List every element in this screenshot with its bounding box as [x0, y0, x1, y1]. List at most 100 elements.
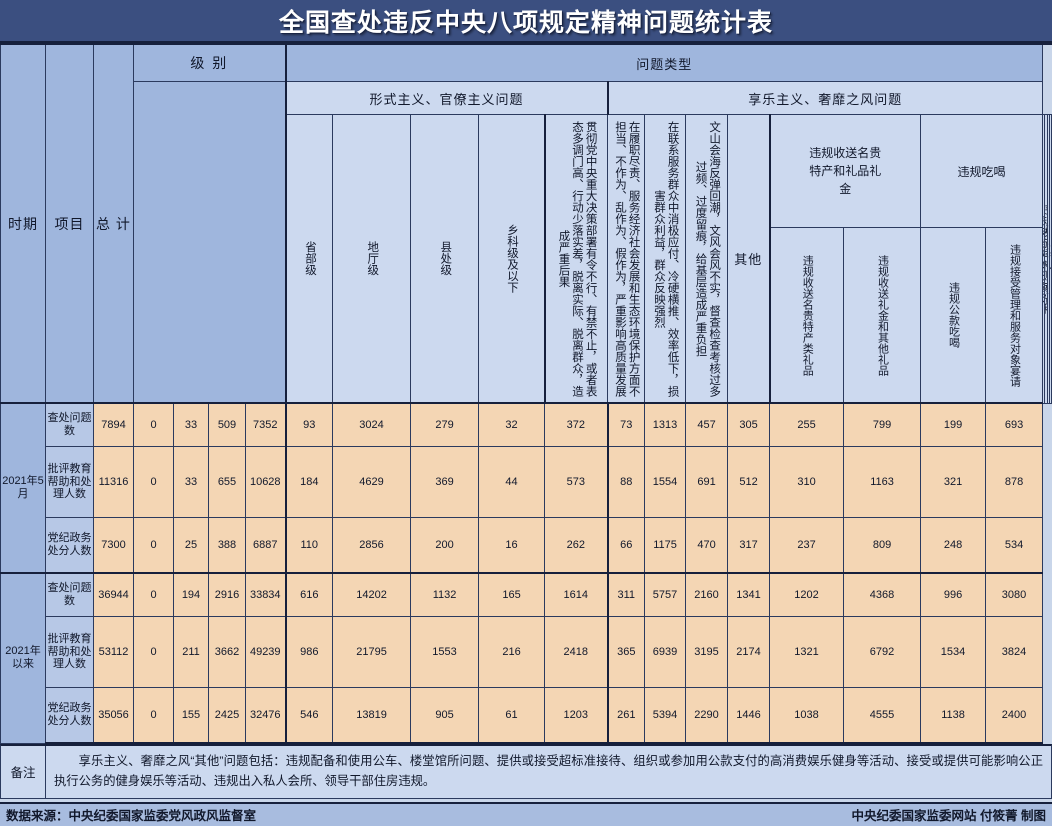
- header-formalism-col-3-label: 在联系服务群众中消极应付、冷硬横推、效率低下，损害群众利益，群众反映强烈: [653, 120, 679, 397]
- remark-label: 备注: [1, 746, 46, 798]
- cell-level-diting: 25: [173, 517, 209, 574]
- cell-eat-public: 3195: [685, 616, 729, 688]
- cell-subsidy: 1163: [843, 446, 922, 518]
- cell-formalism-1: 546: [284, 687, 334, 744]
- cell-hedonism-other: 2400: [985, 687, 1044, 744]
- cell-wedding: 1038: [769, 687, 845, 744]
- cell-level-sheng: 0: [133, 402, 174, 447]
- cell-gift-famous: 88: [606, 446, 646, 518]
- cell-gift-famous: 66: [606, 517, 646, 574]
- cell-level-xiangke: 32476: [244, 687, 287, 744]
- cell-wedding: 237: [769, 517, 845, 574]
- header-level-diting-label: 地厅级: [366, 241, 379, 276]
- header-formalism-col-2: 在履职尽责、服务经济社会发展和生态环境保护方面不担当、不作为、乱作为、假作为，严…: [607, 114, 646, 404]
- cell-gift-famous: 73: [606, 402, 646, 447]
- header-eat-public-label: 违规公款吃喝: [947, 282, 960, 348]
- cell-level-xiangke: 7352: [244, 402, 287, 447]
- cell-formalism-3: 1132: [410, 572, 480, 617]
- header-period-label: 时期: [8, 215, 38, 232]
- page-title-bar: 全国查处违反中央八项规定精神问题统计表: [0, 0, 1052, 43]
- cell-travel: 248: [920, 517, 987, 574]
- table-row: 批评教育帮助和处理人数 11316 0 33 655 10628 184 462…: [1, 446, 1052, 518]
- cell-level-xianchu: 655: [208, 446, 246, 518]
- cell-formalism-4: 32: [478, 402, 546, 447]
- header-hedonism-group: 享乐主义、奢靡之风问题: [606, 81, 1044, 115]
- cell-eat-banquet: 305: [727, 402, 771, 447]
- cell-formalism-3: 200: [410, 517, 480, 574]
- cell-eat-banquet: 1446: [727, 687, 771, 744]
- cell-travel: 996: [920, 572, 987, 617]
- cell-formalism-3: 279: [410, 402, 480, 447]
- cell-gift-money: 6939: [644, 616, 687, 688]
- cell-subsidy: 4368: [843, 572, 922, 617]
- cell-total: 36944: [93, 572, 134, 617]
- cell-gift-famous: 311: [606, 572, 646, 617]
- cell-wedding: 1321: [769, 616, 845, 688]
- cell-level-xianchu: 3662: [208, 616, 246, 688]
- row-period-2021-ytd: 2021年以来: [0, 572, 46, 744]
- cell-eat-public: 470: [685, 517, 729, 574]
- cell-formalism-4: 16: [478, 517, 546, 574]
- header-eat-banquet: 违规接受管理和服务对象宴请: [985, 227, 1044, 404]
- table-row: 党纪政务处分人数 7300 0 25 388 6887 110 2856 200…: [1, 517, 1052, 574]
- header-gift-famous-label: 违规收送名贵特产类礼品: [801, 254, 814, 376]
- header-row-group2: 形式主义、官僚主义问题 享乐主义、奢靡之风问题: [1, 81, 1052, 404]
- cell-wedding: 255: [769, 402, 845, 447]
- row-label: 查处问题数: [45, 572, 94, 617]
- table-row: 党纪政务处分人数 35056 0 155 2425 32476 546 1381…: [1, 687, 1052, 744]
- cell-gift-money: 5757: [644, 572, 687, 617]
- header-formalism-col-other-label: 其他: [734, 252, 763, 267]
- header-project: 项目: [45, 43, 94, 404]
- header-problem-type-group: 问题类型: [284, 43, 1044, 82]
- header-problem-type-label: 问题类型: [636, 56, 693, 72]
- cell-level-xianchu: 2916: [208, 572, 246, 617]
- cell-gift-money: 5394: [644, 687, 687, 744]
- row-period-2021-05: 2021年5月: [0, 402, 46, 574]
- cell-formalism-4: 61: [478, 687, 546, 744]
- header-level-diting: 地厅级: [332, 114, 412, 404]
- cell-level-diting: 194: [173, 572, 209, 617]
- header-level-sheng-label: 省部级: [304, 241, 317, 276]
- cell-formalism-other: 1203: [544, 687, 609, 744]
- cell-total: 11316: [93, 446, 134, 518]
- remark-text: 享乐主义、奢靡之风“其他”问题包括：违规配备和使用公车、楼堂馆所问题、提供或接受…: [54, 754, 1043, 789]
- remark-row: 备注 享乐主义、奢靡之风“其他”问题包括：违规配备和使用公车、楼堂馆所问题、提供…: [0, 744, 1052, 799]
- cell-formalism-1: 110: [284, 517, 334, 574]
- header-formalism-label: 形式主义、官僚主义问题: [369, 91, 524, 107]
- cell-travel: 199: [920, 402, 987, 447]
- cell-formalism-other: 372: [544, 402, 609, 447]
- header-row-group4: 违规收送名贵特产类礼品 违规收送礼金和其他礼品 违规公款吃喝 违规接受管理和服务…: [1, 227, 1052, 404]
- cell-travel: 1534: [920, 616, 987, 688]
- cell-eat-banquet: 512: [727, 446, 771, 518]
- cell-formalism-4: 216: [478, 616, 546, 688]
- cell-hedonism-other: 3824: [985, 616, 1044, 688]
- cell-formalism-other: 2418: [544, 616, 609, 688]
- header-level-group-spacer: [132, 81, 287, 404]
- header-level-xianchu: 县处级: [410, 114, 480, 404]
- header-project-label: 项目: [54, 215, 85, 232]
- cell-eat-public: 2290: [685, 687, 729, 744]
- header-hedonism-eat-group: 违规吃喝: [920, 114, 1044, 228]
- cell-subsidy: 6792: [843, 616, 922, 688]
- cell-gift-money: 1175: [644, 517, 687, 574]
- table-row: 批评教育帮助和处理人数 53112 0 211 3662 49239 986 2…: [1, 616, 1052, 688]
- header-formalism-col-2-label: 在履职尽责、服务经济社会发展和生态环境保护方面不担当、不作为、乱作为、假作为，严…: [614, 120, 640, 397]
- header-level-group: 级 别: [132, 43, 287, 82]
- row-label: 党纪政务处分人数: [45, 687, 94, 744]
- cell-level-xiangke: 10628: [244, 446, 287, 518]
- cell-hedonism-other: 878: [985, 446, 1044, 518]
- cell-level-xiangke: 33834: [244, 572, 287, 617]
- cell-formalism-3: 905: [410, 687, 480, 744]
- header-formalism-col-1-label: 贯彻党中央重大决策部署有令不行、有禁不止，或者表态多调门高、行动少落实差，脱离实…: [557, 120, 597, 397]
- cell-eat-banquet: 2174: [727, 616, 771, 688]
- header-formalism-col-4-label: 文山会海反弹回潮，文风会风不实，督查检查考核过多过频、过度留痕，给基层造成严重负…: [694, 120, 721, 397]
- cell-formalism-2: 4629: [332, 446, 412, 518]
- header-formalism-col-4: 文山会海反弹回潮，文风会风不实，督查检查考核过多过频、过度留痕，给基层造成严重负…: [685, 114, 729, 404]
- header-formalism-group: 形式主义、官僚主义问题: [284, 81, 609, 115]
- cell-formalism-2: 3024: [332, 402, 412, 447]
- header-hedonism-eat-group-label: 违规吃喝: [957, 164, 1006, 179]
- cell-level-diting: 155: [173, 687, 209, 744]
- header-row-group1: 时期 项目 总 计 级 别 问题类型: [0, 43, 1052, 404]
- cell-eat-public: 457: [685, 402, 729, 447]
